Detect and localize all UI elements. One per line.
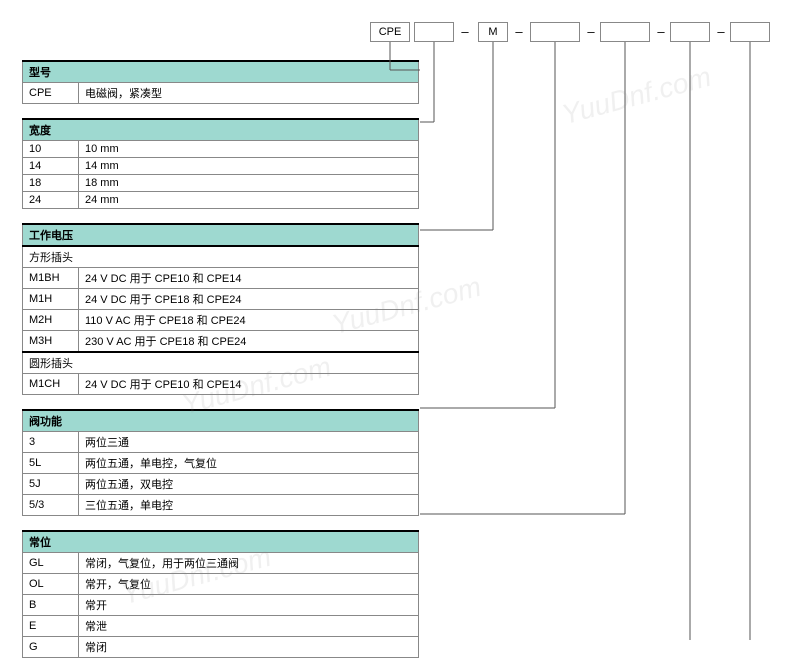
desc-cell: 24 V DC 用于 CPE18 和 CPE24 <box>79 289 419 310</box>
option-table-1: 宽度1010 mm1414 mm1818 mm2424 mm <box>22 118 419 209</box>
option-table-4: 常位GL常闭，气复位，用于两位三通阀OL常开，气复位B常开E常泄G常闭 <box>22 530 419 658</box>
desc-cell: 三位五通，单电控 <box>79 495 419 516</box>
desc-cell: 24 V DC 用于 CPE10 和 CPE14 <box>79 268 419 289</box>
code-cell: M3H <box>23 331 79 353</box>
desc-cell: 两位五通，双电控 <box>79 474 419 495</box>
code-cell: 5L <box>23 453 79 474</box>
desc-cell: 电磁阀，紧凑型 <box>79 83 419 104</box>
table-header: 常位 <box>23 531 419 553</box>
code-cell: 3 <box>23 432 79 453</box>
dash-separator: – <box>654 22 668 42</box>
desc-cell: 10 mm <box>79 141 419 158</box>
desc-cell: 230 V AC 用于 CPE18 和 CPE24 <box>79 331 419 353</box>
code-cell: 18 <box>23 175 79 192</box>
code-cell: M1CH <box>23 374 79 395</box>
part-slot-2: M <box>478 22 508 42</box>
code-cell: B <box>23 595 79 616</box>
code-cell: M1H <box>23 289 79 310</box>
code-cell: 14 <box>23 158 79 175</box>
desc-cell: 两位五通，单电控，气复位 <box>79 453 419 474</box>
part-slot-6 <box>730 22 770 42</box>
code-cell: CPE <box>23 83 79 104</box>
desc-cell: 两位三通 <box>79 432 419 453</box>
sub-header: 方形插头 <box>23 246 419 268</box>
dash-separator: – <box>584 22 598 42</box>
part-slot-1 <box>414 22 454 42</box>
part-number-slots: CPEM––––– <box>0 22 790 44</box>
option-tables: 型号CPE电磁阀，紧凑型宽度1010 mm1414 mm1818 mm2424 … <box>22 60 419 672</box>
desc-cell: 常开 <box>79 595 419 616</box>
part-slot-3 <box>530 22 580 42</box>
option-table-2: 工作电压方形插头M1BH24 V DC 用于 CPE10 和 CPE14M1H2… <box>22 223 419 395</box>
part-slot-0: CPE <box>370 22 410 42</box>
table-header: 型号 <box>23 61 419 83</box>
code-cell: 24 <box>23 192 79 209</box>
dash-separator: – <box>512 22 526 42</box>
dash-separator: – <box>458 22 472 42</box>
desc-cell: 24 mm <box>79 192 419 209</box>
desc-cell: 110 V AC 用于 CPE18 和 CPE24 <box>79 310 419 331</box>
code-cell: 5J <box>23 474 79 495</box>
code-cell: 5/3 <box>23 495 79 516</box>
part-slot-5 <box>670 22 710 42</box>
code-cell: M2H <box>23 310 79 331</box>
desc-cell: 常泄 <box>79 616 419 637</box>
option-table-3: 阀功能3两位三通5L两位五通，单电控，气复位5J两位五通，双电控5/3三位五通，… <box>22 409 419 516</box>
dash-separator: – <box>714 22 728 42</box>
table-header: 工作电压 <box>23 224 419 246</box>
code-cell: GL <box>23 553 79 574</box>
code-cell: OL <box>23 574 79 595</box>
option-table-0: 型号CPE电磁阀，紧凑型 <box>22 60 419 104</box>
part-slot-4 <box>600 22 650 42</box>
desc-cell: 24 V DC 用于 CPE10 和 CPE14 <box>79 374 419 395</box>
desc-cell: 常开，气复位 <box>79 574 419 595</box>
desc-cell: 常闭，气复位，用于两位三通阀 <box>79 553 419 574</box>
sub-header: 圆形插头 <box>23 352 419 374</box>
code-cell: 10 <box>23 141 79 158</box>
watermark: YuuDnf.com <box>558 61 714 132</box>
table-header: 阀功能 <box>23 410 419 432</box>
desc-cell: 14 mm <box>79 158 419 175</box>
code-cell: M1BH <box>23 268 79 289</box>
desc-cell: 18 mm <box>79 175 419 192</box>
code-cell: E <box>23 616 79 637</box>
table-header: 宽度 <box>23 119 419 141</box>
